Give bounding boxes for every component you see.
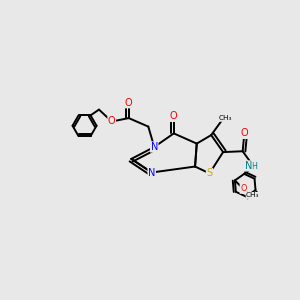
Text: CH₃: CH₃ [246,192,260,198]
Text: N: N [244,161,252,171]
Text: O: O [108,116,116,127]
Text: N: N [148,167,155,178]
Text: O: O [170,111,178,122]
Text: S: S [206,168,213,178]
Text: O: O [241,128,248,138]
Text: O: O [240,184,247,193]
Text: N: N [151,142,158,152]
Text: CH₃: CH₃ [219,115,232,121]
Text: O: O [125,98,133,108]
Text: H: H [251,162,256,171]
